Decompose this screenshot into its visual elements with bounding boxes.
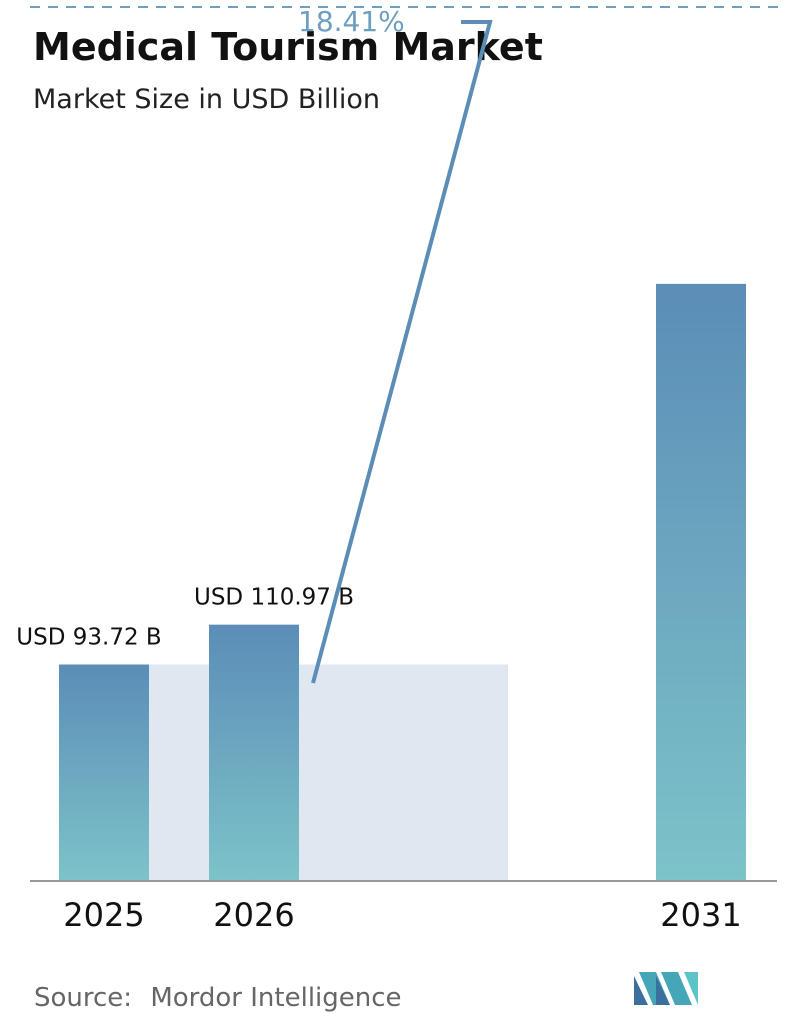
x-tick-2025: 2025: [63, 896, 144, 934]
source-label: Source: Mordor Intelligence: [34, 983, 402, 1013]
chart-subtitle: Market Size in USD Billion: [33, 84, 380, 115]
x-tick-2031: 2031: [660, 896, 741, 934]
source-prefix: Source:: [34, 983, 132, 1013]
bar-2031: [656, 283, 746, 881]
bar-2025: [59, 664, 149, 881]
bar-layer: [59, 283, 746, 881]
cagr-arrow-line: [311, 20, 493, 684]
cagr-arrow: [311, 20, 493, 684]
x-tick-layer: 2025 2026 2031: [63, 896, 741, 934]
chart-title: Medical Tourism Market: [33, 25, 543, 69]
bar-2026: [209, 624, 299, 881]
data-label-layer: USD 93.72 B USD 110.97 B: [16, 585, 354, 651]
data-label-2026: USD 110.97 B: [194, 585, 354, 611]
mordor-intelligence-logo-icon: [634, 972, 698, 1005]
source-name: Mordor Intelligence: [150, 983, 401, 1013]
cagr-label: 18.41%: [298, 5, 405, 38]
data-label-2025: USD 93.72 B: [16, 625, 161, 651]
x-tick-2026: 2026: [213, 896, 294, 934]
